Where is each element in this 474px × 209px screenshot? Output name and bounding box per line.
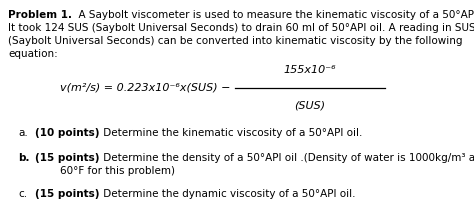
Text: Problem 1.: Problem 1. <box>8 10 72 20</box>
Text: (15 points): (15 points) <box>35 189 100 199</box>
Text: (10 points): (10 points) <box>35 128 100 138</box>
Text: v(m²/s) = 0.223x10⁻⁶x(SUS) −: v(m²/s) = 0.223x10⁻⁶x(SUS) − <box>61 83 231 93</box>
Text: c.: c. <box>18 189 27 199</box>
Text: Determine the kinematic viscosity of a 50°API oil.: Determine the kinematic viscosity of a 5… <box>100 128 362 138</box>
Text: A Saybolt viscometer is used to measure the kinematic viscosity of a 50°API oil.: A Saybolt viscometer is used to measure … <box>72 10 474 20</box>
Text: 60°F for this problem): 60°F for this problem) <box>60 166 175 176</box>
Text: It took 124 SUS (Saybolt Universal Seconds) to drain 60 ml of 50°API oil. A read: It took 124 SUS (Saybolt Universal Secon… <box>8 23 474 33</box>
Text: (15 points): (15 points) <box>35 153 100 163</box>
Text: b.: b. <box>18 153 29 163</box>
Text: Determine the density of a 50°API oil .(Density of water is 1000kg/m³ at: Determine the density of a 50°API oil .(… <box>100 153 474 163</box>
Text: a.: a. <box>18 128 28 138</box>
Text: (Saybolt Universal Seconds) can be converted into kinematic viscosity by the fol: (Saybolt Universal Seconds) can be conve… <box>8 36 463 46</box>
Text: (SUS): (SUS) <box>294 101 326 111</box>
Text: Determine the dynamic viscosity of a 50°API oil.: Determine the dynamic viscosity of a 50°… <box>100 189 355 199</box>
Text: 155x10⁻⁶: 155x10⁻⁶ <box>283 65 337 75</box>
Text: equation:: equation: <box>8 49 58 59</box>
